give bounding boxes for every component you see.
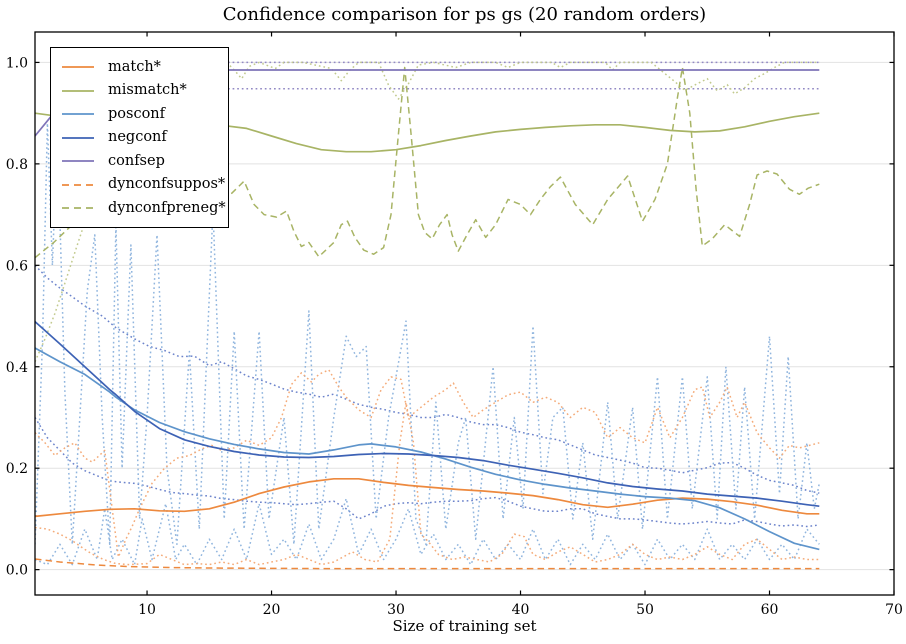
match-lower-bound xyxy=(35,401,820,566)
legend-label-confsep: confsep xyxy=(108,152,165,169)
x-tick-label-30: 30 xyxy=(387,602,405,618)
posconf-line xyxy=(35,347,820,551)
chart-title: Confidence comparison for ps gs (20 rand… xyxy=(222,4,707,25)
x-tick-label-40: 40 xyxy=(512,602,530,618)
legend-box: match* mismatch* posconf negconf confsep dync… xyxy=(50,47,229,228)
plot-border xyxy=(34,31,895,596)
legend-item-negconf: negconf xyxy=(51,130,228,145)
y-tick-label-0.8: 0.8 xyxy=(6,157,28,173)
posconf-upper-bound xyxy=(35,122,821,546)
legend-line-sample-dynconfsuppos xyxy=(62,183,94,186)
x-tick-label-10: 10 xyxy=(138,602,156,618)
match-upper-bound xyxy=(35,369,820,558)
legend-line-sample-match xyxy=(62,66,94,68)
legend-line-sample-posconf xyxy=(62,113,94,115)
y-tick-label-0.2: 0.2 xyxy=(6,461,28,477)
legend-label-posconf: posconf xyxy=(108,105,166,122)
legend-label-negconf: negconf xyxy=(108,129,167,145)
x-axis-label: Size of training set xyxy=(392,617,537,635)
mismatch-upper-bound xyxy=(226,61,820,100)
negconf-lower-bound xyxy=(35,417,820,528)
legend-item-posconf: posconf xyxy=(51,105,228,122)
legend-label-match: match* xyxy=(108,58,161,75)
legend-item-confsep: confsep xyxy=(51,152,228,169)
x-tick-label-60: 60 xyxy=(761,602,779,618)
legend-line-sample-dynconfpreneg xyxy=(62,207,94,209)
mismatch-line xyxy=(35,112,820,153)
y-tick-label-1: 1.0 xyxy=(6,55,28,71)
match-line xyxy=(35,477,820,518)
legend-line-sample-negconf xyxy=(62,136,94,139)
posconf-lower-bound xyxy=(35,497,820,566)
x-tick-label-20: 20 xyxy=(263,602,281,618)
y-tick-label-0.4: 0.4 xyxy=(6,360,28,376)
legend-item-mismatch: mismatch* xyxy=(51,83,228,98)
legend-item-match: match* xyxy=(51,58,228,75)
dynconfpreneg-line xyxy=(35,66,820,259)
x-tick-label-50: 50 xyxy=(636,602,654,618)
y-tick-label-0.6: 0.6 xyxy=(6,258,28,274)
legend-line-sample-mismatch xyxy=(62,89,94,92)
x-tick-label-70: 70 xyxy=(885,602,903,618)
legend-label-dynconfsuppos: dynconfsuppos* xyxy=(108,176,226,192)
negconf-upper-bound xyxy=(35,264,820,494)
legend-line-sample-confsep xyxy=(62,160,94,162)
legend-item-dynconfpreneg: dynconfpreneg* xyxy=(51,199,228,216)
dynconfsuppos-line xyxy=(35,558,820,570)
legend-label-mismatch: mismatch* xyxy=(108,82,187,98)
y-tick-label-0: 0.0 xyxy=(6,563,28,579)
legend-label-dynconfpreneg: dynconfpreneg* xyxy=(108,199,226,216)
legend-item-dynconfsuppos: dynconfsuppos* xyxy=(51,177,228,192)
negconf-line xyxy=(35,320,820,508)
